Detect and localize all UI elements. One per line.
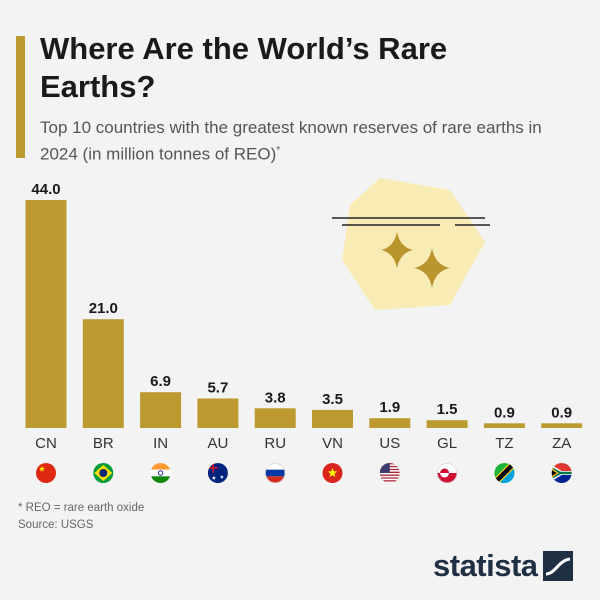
value-label-gl: 1.5	[437, 401, 458, 418]
bar-group-us: 1.9 US	[369, 399, 411, 483]
category-label-in: IN	[153, 435, 168, 452]
china-flag-icon	[36, 463, 56, 483]
statista-logo-icon	[542, 551, 573, 581]
bar-group-cn: 44.0 CN	[25, 181, 67, 483]
south-africa-flag-icon	[551, 463, 572, 483]
category-label-cn: CN	[35, 435, 57, 452]
category-label-gl: GL	[437, 435, 457, 452]
bar-group-in: 6.9 IN	[140, 373, 182, 483]
category-label-br: BR	[93, 435, 114, 452]
india-flag-icon	[150, 463, 171, 483]
value-label-au: 5.7	[207, 380, 228, 397]
bar-group-tz: 0.9 TZ	[483, 404, 525, 483]
greenland-flag-icon	[437, 463, 458, 483]
australia-flag-icon	[207, 463, 228, 483]
russia-flag-icon	[265, 463, 286, 483]
subtitle-footnote-marker: *	[276, 145, 281, 156]
sparkle-decoration-icon	[332, 178, 490, 310]
vietnam-flag-icon	[322, 463, 343, 483]
value-label-cn: 44.0	[31, 181, 60, 198]
brazil-flag-icon	[93, 463, 114, 483]
bar-group-au: 5.7 AU	[197, 380, 239, 483]
footnote-note: * REO = rare earth oxide	[18, 502, 145, 514]
category-label-vn: VN	[322, 435, 343, 452]
bar-tz	[483, 423, 525, 428]
statista-wordmark: statista	[433, 548, 538, 583]
value-label-tz: 0.9	[494, 404, 515, 421]
chart-subtitle: Top 10 countries with the greatest known…	[40, 116, 560, 166]
value-label-za: 0.9	[551, 404, 572, 421]
bar-group-vn: 3.5 VN	[312, 391, 353, 483]
value-label-br: 21.0	[89, 300, 118, 317]
bar-group-ru: 3.8 RU	[254, 389, 296, 483]
bar-in	[140, 392, 182, 428]
bar-us	[369, 418, 411, 428]
bar-group-br: 21.0 BR	[82, 300, 124, 483]
value-label-in: 6.9	[150, 373, 171, 390]
category-label-au: AU	[207, 435, 228, 452]
bar-za	[541, 423, 583, 428]
category-label-za: ZA	[552, 435, 571, 452]
category-label-ru: RU	[264, 435, 286, 452]
bar-au	[197, 398, 239, 428]
bar-cn	[25, 200, 67, 428]
usa-flag-icon	[379, 463, 400, 483]
tanzania-flag-icon	[494, 463, 515, 483]
chart-title: Where Are the World’s Rare Earths?	[40, 31, 448, 104]
title-accent-bar	[16, 36, 25, 158]
source-note: Source: USGS	[18, 519, 94, 531]
bar-chart: 44.0 CN 21.0 BR 6.9 IN 5.7 AU 3.8 RU 3.5 VN 1.9 US 1.5…	[25, 181, 583, 483]
bar-group-za: 0.9 ZA	[541, 404, 583, 483]
footnote-block: * REO = rare earth oxide Source: USGS	[18, 500, 144, 534]
bar-br	[82, 319, 124, 428]
statista-logo[interactable]: statista	[433, 549, 573, 583]
bar-vn	[312, 409, 353, 428]
bar-ru	[254, 408, 296, 428]
category-label-us: US	[379, 435, 400, 452]
value-label-us: 1.9	[379, 399, 400, 416]
value-label-ru: 3.8	[265, 389, 286, 406]
bar-gl	[426, 420, 468, 428]
value-label-vn: 3.5	[322, 391, 343, 408]
subtitle-text: Top 10 countries with the greatest known…	[40, 118, 542, 164]
bar-group-gl: 1.5 GL	[426, 401, 468, 483]
category-label-tz: TZ	[495, 435, 513, 452]
